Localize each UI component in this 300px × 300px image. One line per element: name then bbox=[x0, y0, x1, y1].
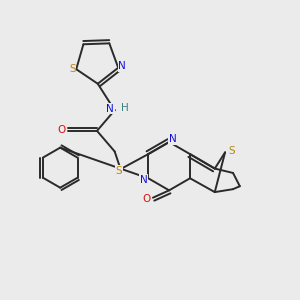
Text: O: O bbox=[57, 125, 65, 135]
Text: S: S bbox=[116, 166, 122, 176]
Text: N: N bbox=[169, 134, 176, 144]
Text: S: S bbox=[69, 64, 76, 74]
Text: N: N bbox=[140, 175, 148, 185]
Text: N: N bbox=[106, 104, 114, 114]
Text: N: N bbox=[118, 61, 126, 71]
Text: O: O bbox=[142, 194, 151, 204]
Text: H: H bbox=[121, 103, 128, 113]
Text: S: S bbox=[228, 146, 235, 156]
